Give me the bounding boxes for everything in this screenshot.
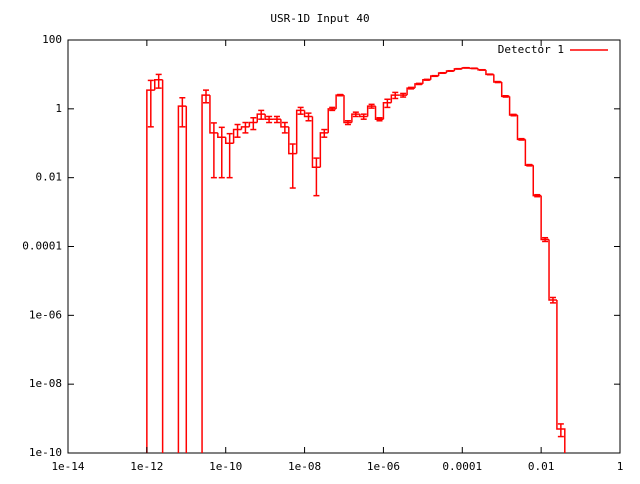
y-tick-label: 0.01: [36, 171, 63, 184]
histogram-step: [541, 196, 549, 240]
error-bar: [495, 82, 501, 83]
x-tick-label: 1e-12: [130, 460, 163, 473]
error-bar: [518, 139, 524, 140]
histogram-step: [344, 95, 352, 122]
error-bar: [156, 74, 162, 88]
error-bar: [313, 158, 319, 196]
legend-label: Detector 1: [498, 43, 564, 56]
histogram-step: [147, 90, 155, 480]
histogram-step: [178, 106, 186, 480]
error-bar: [424, 79, 430, 80]
error-bar: [282, 123, 288, 133]
y-tick-label: 1e-06: [29, 308, 62, 321]
histogram-step: [320, 133, 328, 167]
error-bar: [219, 127, 225, 177]
x-tick-label: 1e-14: [51, 460, 84, 473]
error-bar: [179, 98, 185, 127]
histogram-step: [517, 115, 525, 139]
histogram-step: [336, 95, 344, 109]
histogram-step: [525, 139, 533, 165]
error-bar: [487, 74, 493, 75]
error-bar: [432, 76, 438, 77]
error-bar: [558, 424, 564, 437]
error-bar: [242, 123, 248, 133]
y-tick-label: 1e-10: [29, 446, 62, 459]
error-bar: [511, 114, 517, 115]
error-bar: [250, 118, 256, 130]
x-tick-label: 1e-08: [288, 460, 321, 473]
histogram-step: [163, 80, 171, 480]
error-bar: [526, 165, 532, 166]
error-bar: [290, 144, 296, 188]
error-bar: [503, 96, 509, 97]
error-bar: [227, 134, 233, 178]
error-bar: [416, 83, 422, 84]
error-bar: [203, 90, 209, 103]
histogram-step: [510, 96, 518, 115]
error-bar: [337, 95, 343, 96]
error-bar: [148, 80, 154, 126]
y-tick-label: 100: [42, 33, 62, 46]
error-bar: [408, 87, 414, 88]
error-bar: [211, 123, 217, 178]
histogram-step: [202, 95, 210, 480]
chart-title: USR-1D Input 40: [270, 12, 369, 25]
x-tick-label: 1e-10: [209, 460, 242, 473]
y-tick-label: 1e-08: [29, 377, 62, 390]
error-bar: [235, 125, 241, 138]
y-tick-label: 1: [55, 102, 62, 115]
histogram-step: [328, 109, 336, 133]
x-tick-label: 1e-06: [367, 460, 400, 473]
error-bar: [440, 73, 446, 74]
x-tick-label: 1: [617, 460, 624, 473]
x-tick-label: 0.01: [528, 460, 555, 473]
x-tick-label: 0.0001: [442, 460, 482, 473]
histogram-step: [186, 106, 194, 480]
histogram-step: [502, 82, 510, 96]
histogram-step: [533, 165, 541, 195]
plot-area: [147, 68, 565, 480]
histogram-step: [297, 110, 305, 153]
y-tick-label: 0.0001: [22, 240, 62, 253]
histogram-step: [549, 239, 557, 299]
